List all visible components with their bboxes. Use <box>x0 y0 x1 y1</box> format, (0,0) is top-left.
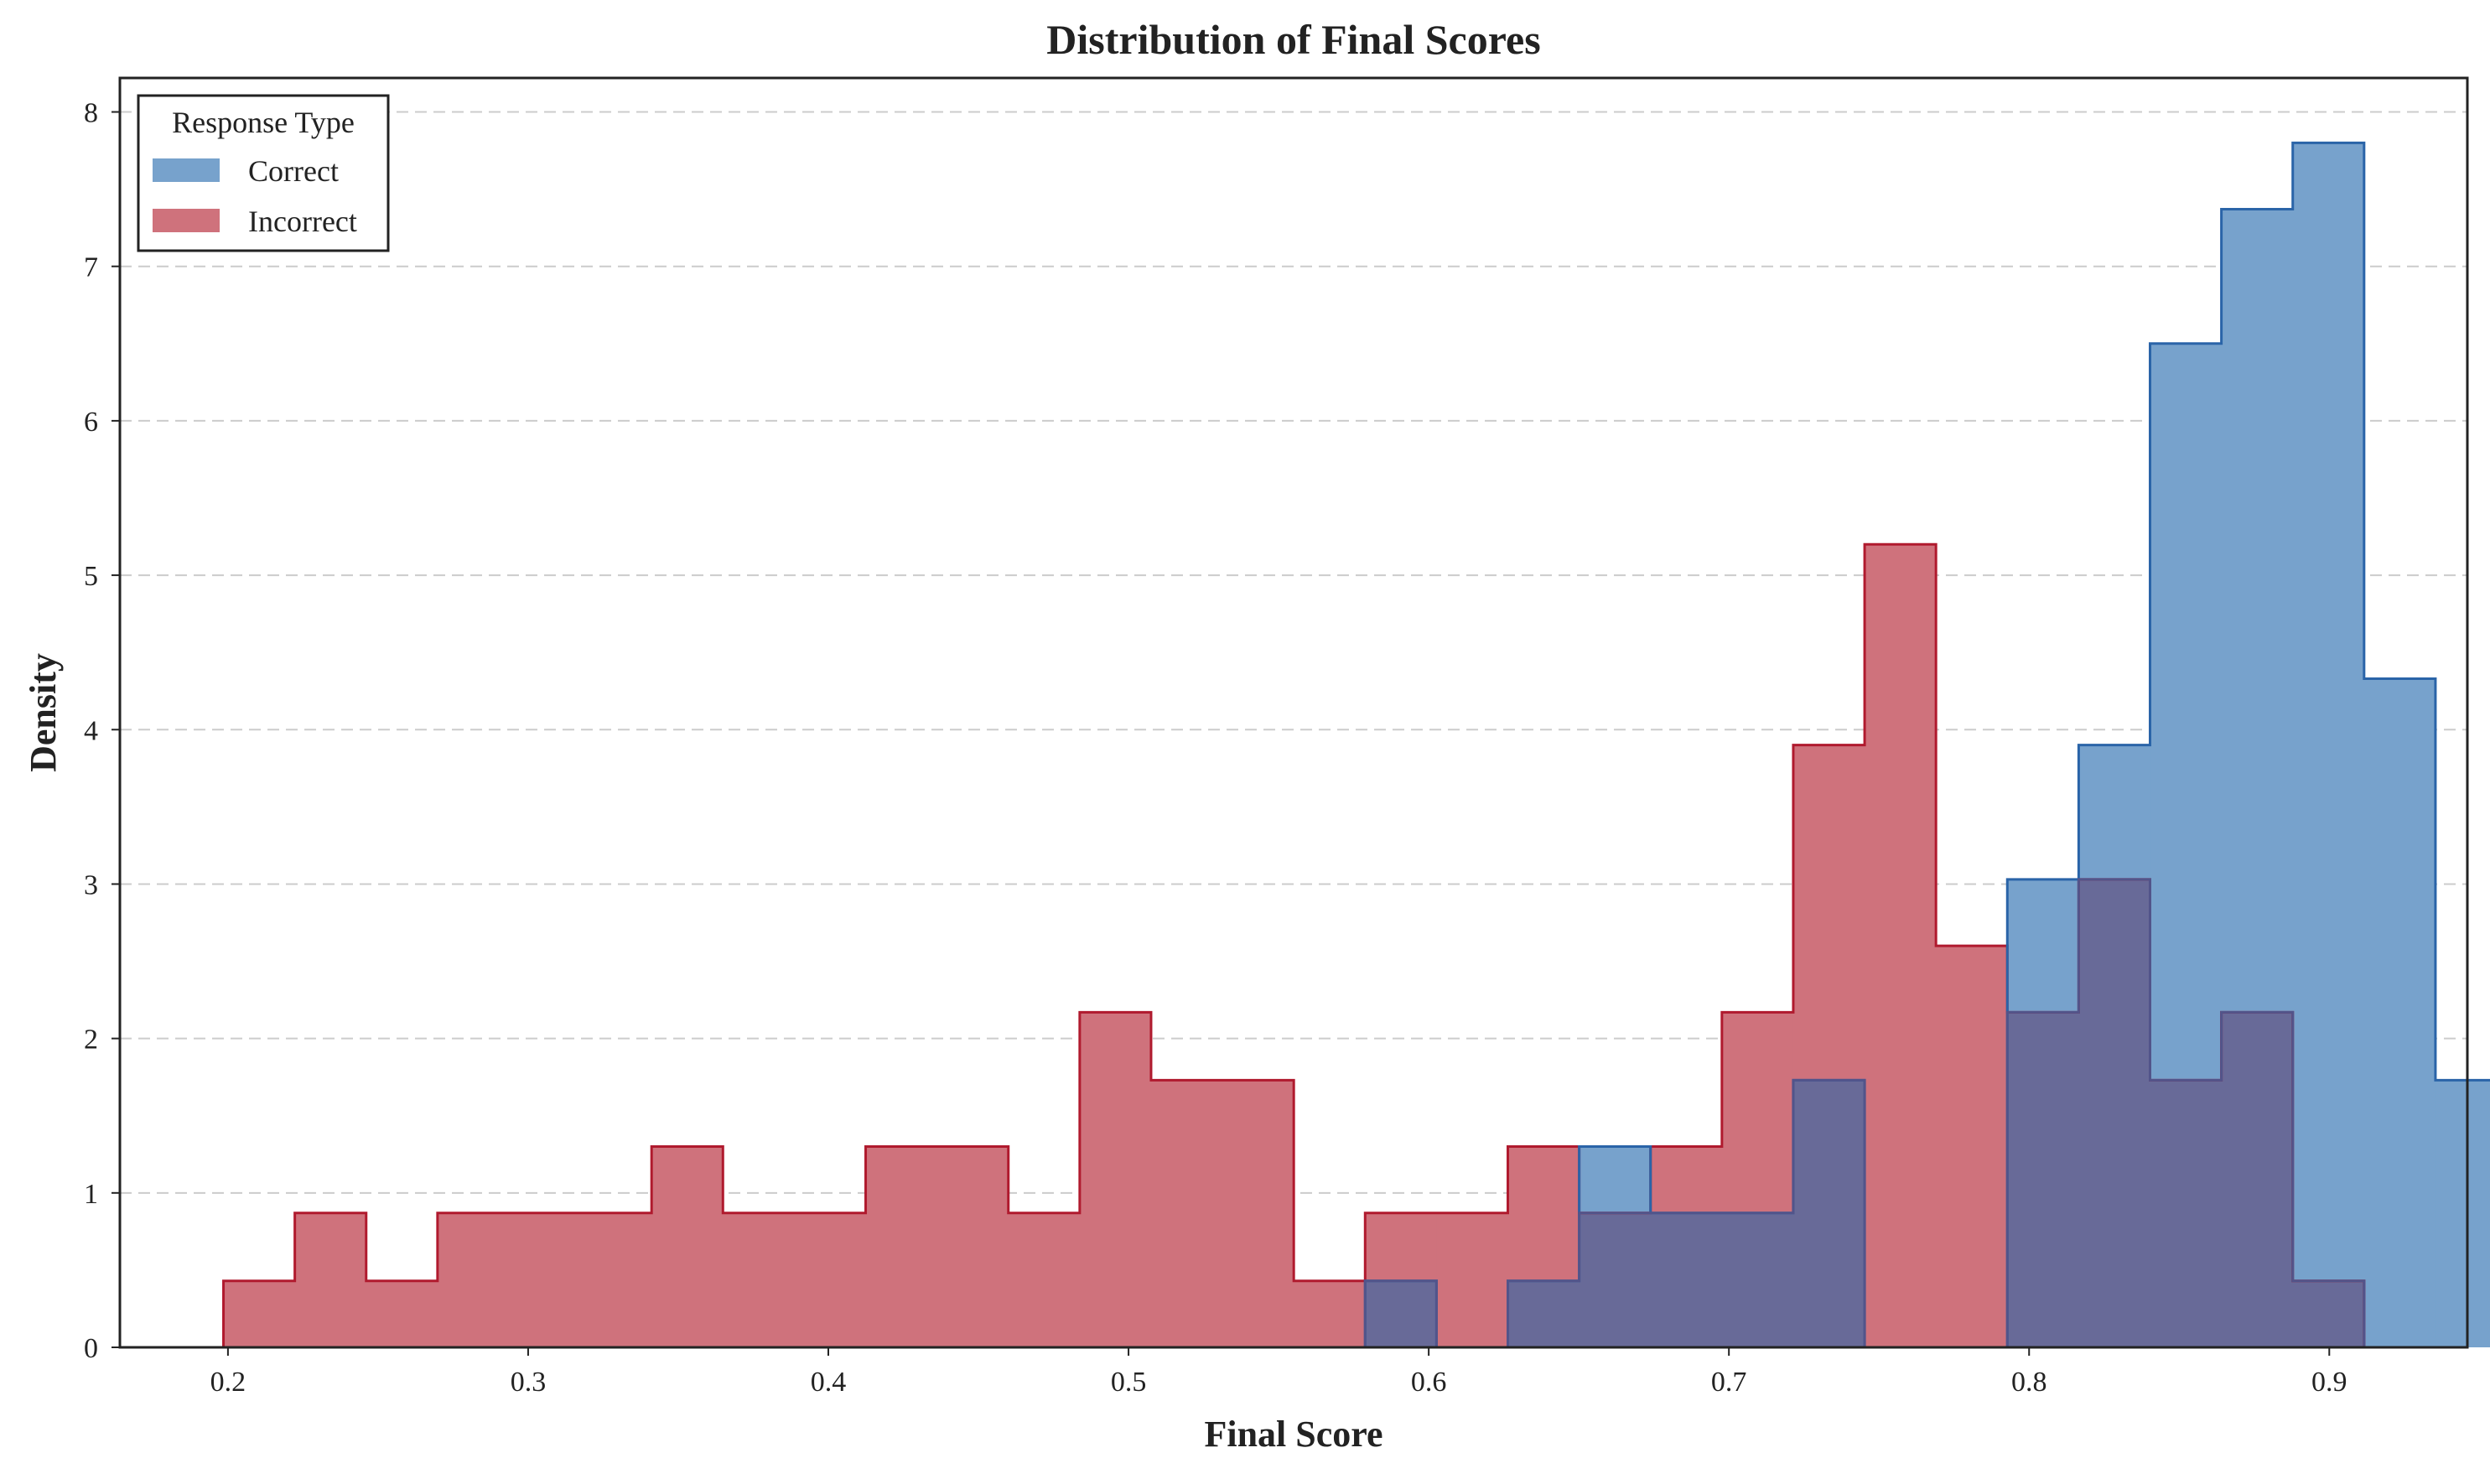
bar-correct <box>2007 879 2079 1013</box>
bar-overlap <box>2078 879 2151 1347</box>
bar-correct <box>2150 343 2223 1081</box>
y-tick-label: 3 <box>84 869 98 900</box>
bar-incorrect <box>1365 1212 1437 1281</box>
bar-incorrect <box>1008 1212 1081 1347</box>
bar-overlap <box>1650 1212 1723 1347</box>
bar-incorrect <box>1865 544 1937 1347</box>
x-axis-ticks: 0.2 0.3 0.4 0.5 0.6 0.7 0.8 0.9 <box>210 1347 2347 1398</box>
bar-overlap <box>1792 1080 1865 1347</box>
bar-overlap <box>1507 1280 1580 1347</box>
y-axis-ticks: 0 1 2 3 4 5 6 7 8 <box>84 98 120 1364</box>
bar-incorrect <box>1436 1212 1509 1347</box>
bar-incorrect <box>437 1212 510 1347</box>
bar-correct <box>2363 678 2436 1347</box>
plot-frame <box>118 76 2469 1349</box>
outline-overlap <box>1363 1279 1438 1347</box>
bar-incorrect <box>580 1212 652 1347</box>
correct-series <box>1579 143 2490 1347</box>
bar-correct <box>2435 1080 2490 1347</box>
bar-incorrect <box>1079 1012 1152 1347</box>
bar-incorrect <box>794 1212 867 1347</box>
y-axis-label: Density <box>23 653 64 772</box>
bar-correct <box>2292 143 2365 1281</box>
outline-overlap <box>1507 1078 1866 1347</box>
bar-overlap <box>1721 1212 1794 1347</box>
x-tick-label: 0.8 <box>2011 1367 2047 1398</box>
y-tick-label: 7 <box>84 252 98 283</box>
bar-incorrect <box>1222 1080 1294 1347</box>
bar-correct <box>2078 745 2151 880</box>
bar-incorrect <box>1294 1280 1366 1347</box>
x-tick-label: 0.7 <box>1711 1367 1747 1398</box>
y-tick-label: 1 <box>84 1179 98 1210</box>
bar-incorrect <box>1721 1012 1794 1213</box>
bar-incorrect <box>294 1212 367 1347</box>
bar-incorrect <box>1507 1146 1580 1281</box>
bar-incorrect <box>1150 1080 1223 1347</box>
bar-incorrect <box>366 1280 438 1347</box>
incorrect-series <box>223 544 2008 1347</box>
bar-incorrect <box>651 1146 724 1347</box>
bar-correct <box>1579 1146 1652 1213</box>
bar-incorrect <box>936 1146 1009 1347</box>
bar-incorrect <box>1792 745 1865 1081</box>
bar-incorrect <box>723 1212 796 1347</box>
x-tick-label: 0.6 <box>1411 1367 1447 1398</box>
y-tick-label: 8 <box>84 98 98 129</box>
legend-label-incorrect: Incorrect <box>248 205 357 238</box>
x-tick-label: 0.9 <box>2311 1367 2347 1398</box>
bar-incorrect <box>508 1212 581 1347</box>
y-tick-label: 2 <box>84 1025 98 1056</box>
bar-incorrect <box>1650 1146 1723 1213</box>
x-tick-label: 0.5 <box>1111 1367 1147 1398</box>
x-axis-label: Final Score <box>1204 1414 1382 1455</box>
legend-swatch-incorrect <box>153 209 220 232</box>
legend-title: Response Type <box>172 106 355 139</box>
bar-incorrect <box>865 1146 938 1347</box>
x-tick-label: 0.3 <box>511 1367 547 1398</box>
x-tick-label: 0.2 <box>210 1367 246 1398</box>
bar-overlap <box>2007 1012 2079 1347</box>
series-outlines <box>222 141 2490 1347</box>
outline-correct <box>2005 141 2490 1347</box>
grid-lines <box>120 111 2467 1194</box>
chart-title: Distribution of Final Scores <box>1046 16 1540 63</box>
legend-label-correct: Correct <box>248 154 339 188</box>
bar-overlap <box>2150 1080 2223 1347</box>
y-tick-label: 6 <box>84 407 98 438</box>
bar-incorrect <box>223 1280 296 1347</box>
bar-incorrect <box>1936 946 2008 1347</box>
legend: Response Type Correct Incorrect <box>137 94 390 252</box>
outline-overlap <box>2005 878 2366 1347</box>
x-tick-label: 0.4 <box>811 1367 847 1398</box>
y-tick-label: 4 <box>84 715 98 746</box>
legend-swatch-correct <box>153 158 220 182</box>
y-tick-label: 5 <box>84 561 98 592</box>
y-tick-label: 0 <box>84 1333 98 1364</box>
bar-correct <box>2221 209 2294 1013</box>
bar-overlap <box>1365 1280 1437 1347</box>
bar-overlap <box>2221 1012 2294 1347</box>
bar-overlap <box>1579 1212 1652 1347</box>
bar-overlap <box>2292 1280 2365 1347</box>
overlap-region <box>1365 879 2365 1347</box>
